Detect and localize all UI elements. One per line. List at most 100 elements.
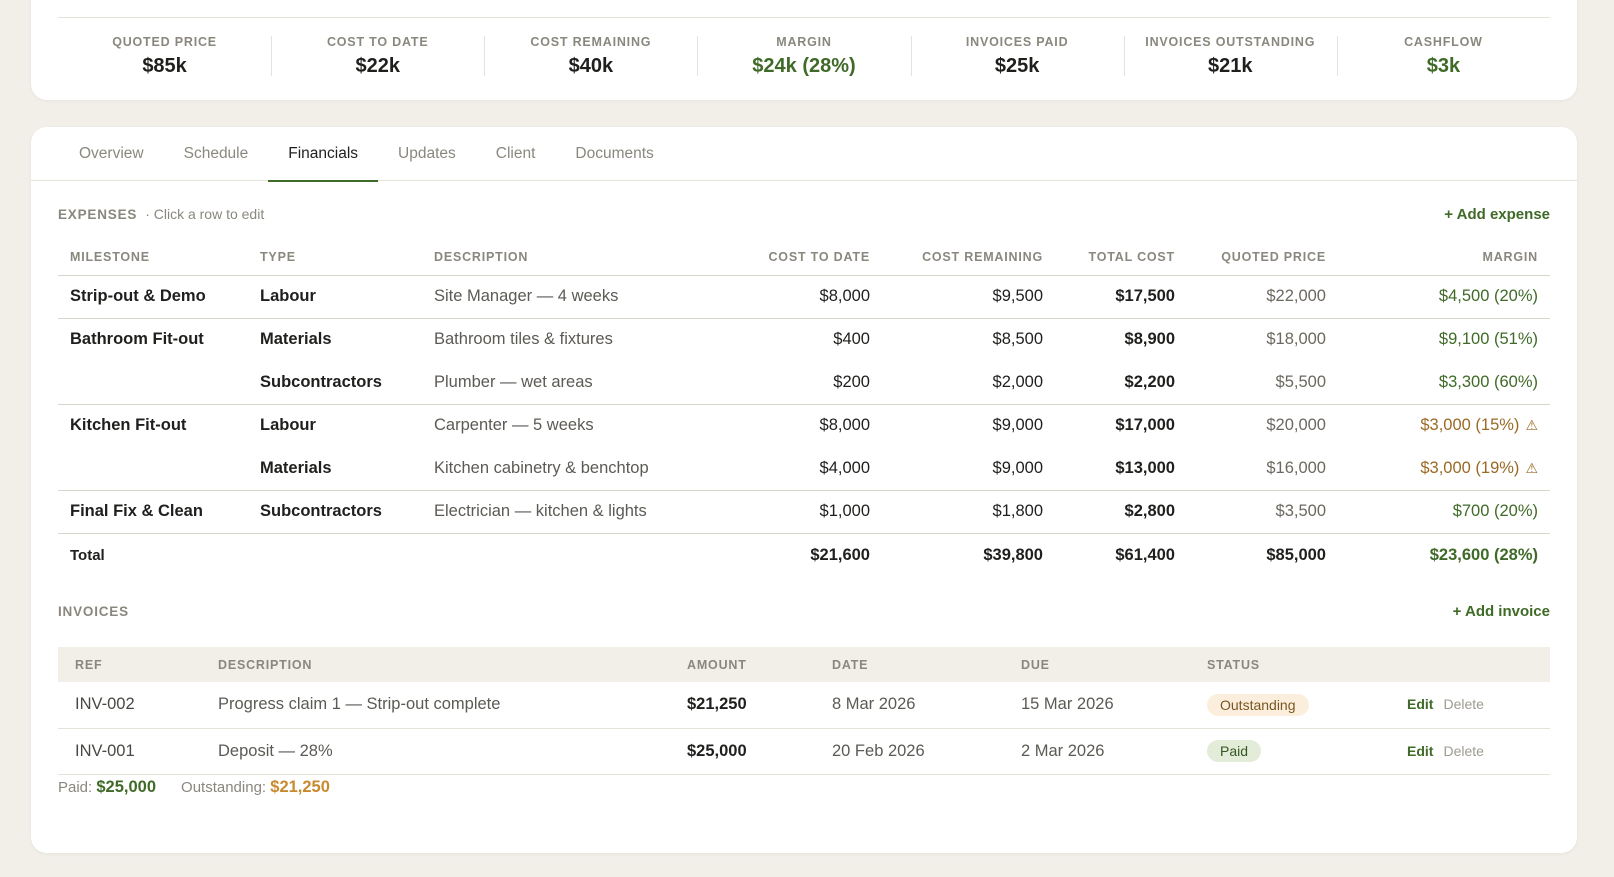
paid-label: Paid: bbox=[58, 779, 93, 796]
total-cost-to-date: $21,600 bbox=[722, 532, 882, 578]
invoice-actions: Edit Delete bbox=[1390, 682, 1550, 729]
tab-schedule[interactable]: Schedule bbox=[183, 145, 249, 162]
tab-documents[interactable]: Documents bbox=[575, 145, 654, 162]
delete-invoice-button[interactable]: Delete bbox=[1443, 742, 1484, 759]
expense-total-cost: $17,500 bbox=[1055, 274, 1187, 318]
expense-cost-to-date: $400 bbox=[722, 317, 882, 361]
col-cost-remaining: COST REMAINING bbox=[882, 239, 1055, 276]
expense-row[interactable]: Materials Kitchen cabinetry & benchtop $4,… bbox=[58, 447, 1550, 490]
expense-total-cost: $2,800 bbox=[1055, 489, 1187, 533]
expense-milestone: Kitchen Fit-out bbox=[58, 403, 248, 447]
expense-total-cost: $8,900 bbox=[1055, 317, 1187, 361]
stat-label: COST REMAINING bbox=[530, 35, 652, 49]
total-quoted-price: $85,000 bbox=[1187, 532, 1338, 578]
col-quoted-price: QUOTED PRICE bbox=[1187, 239, 1338, 276]
expense-total-cost: $13,000 bbox=[1115, 458, 1175, 477]
expense-row[interactable]: Strip-out & Demo Labour Site Manager — 4 w… bbox=[58, 274, 1550, 318]
invoice-status: Outstanding bbox=[1190, 682, 1390, 729]
stat-label: COST TO DATE bbox=[326, 35, 429, 49]
invoice-ref: INV-002 bbox=[58, 682, 201, 729]
expense-milestone bbox=[58, 361, 248, 404]
col-type: TYPE bbox=[248, 239, 422, 276]
margin-value: $3,300 (60%) bbox=[1438, 372, 1538, 391]
total-cost-remaining: $39,800 bbox=[882, 532, 1055, 578]
stat-cost-remaining: COST REMAINING $40k bbox=[484, 34, 697, 78]
invoice-description: Progress claim 1 — Strip-out complete bbox=[201, 682, 670, 729]
expense-type: Labour bbox=[248, 403, 422, 447]
expense-margin: $4,500 (20%) bbox=[1338, 274, 1550, 318]
expense-row[interactable]: Subcontractors Plumber — wet areas $200 $2,… bbox=[58, 361, 1550, 404]
total-margin: $23,600 (28%) bbox=[1338, 532, 1550, 578]
expense-row[interactable]: Kitchen Fit-out Labour Carpenter — 5 weeks… bbox=[58, 403, 1550, 447]
paid-total: $25,000 bbox=[96, 778, 157, 796]
edit-invoice-button[interactable]: Edit bbox=[1407, 742, 1434, 759]
expense-milestone: Strip-out & Demo bbox=[58, 274, 248, 318]
delete-invoice-button[interactable]: Delete bbox=[1443, 696, 1484, 713]
add-invoice-button[interactable]: + Add invoice bbox=[1452, 602, 1550, 620]
outstanding-total: $21,250 bbox=[270, 778, 330, 796]
edit-invoice-button[interactable]: Edit bbox=[1407, 696, 1434, 713]
expense-margin: $9,100 (51%) bbox=[1338, 317, 1550, 361]
expenses-header: EXPENSES · Click a row to edit + Add exp… bbox=[58, 204, 1550, 224]
stat-value: $40k bbox=[568, 55, 614, 77]
expenses-table: MILESTONE TYPE DESCRIPTION COST TO DATE … bbox=[58, 239, 1550, 578]
stat-value: $3k bbox=[1426, 55, 1461, 77]
col-ref: REF bbox=[58, 647, 201, 682]
invoice-date: 8 Mar 2026 bbox=[815, 682, 1004, 729]
expense-cost-remaining: $9,000 bbox=[992, 458, 1043, 477]
expense-cost-to-date: $1,000 bbox=[722, 489, 882, 533]
col-total-cost: TOTAL COST bbox=[1055, 239, 1187, 276]
col-margin: MARGIN bbox=[1338, 239, 1550, 276]
col-milestone: MILESTONE bbox=[58, 239, 248, 276]
invoice-due: 2 Mar 2026 bbox=[1004, 728, 1190, 775]
summary-divider bbox=[58, 17, 1550, 18]
status-badge: Outstanding bbox=[1207, 693, 1309, 716]
expense-milestone: Final Fix & Clean bbox=[58, 489, 248, 533]
tab-client[interactable]: Client bbox=[495, 145, 536, 162]
stat-value: $24k (28%) bbox=[752, 55, 856, 77]
col-due: DUE bbox=[1004, 647, 1190, 682]
stat-cashflow: CASHFLOW $3k bbox=[1336, 34, 1550, 78]
invoice-due: 15 Mar 2026 bbox=[1004, 682, 1190, 729]
expense-quoted-price: $20,000 bbox=[1187, 403, 1338, 447]
tab-financials[interactable]: Financials bbox=[268, 127, 378, 182]
summary-card: QUOTED PRICE $85k COST TO DATE $22k COST REM… bbox=[31, 0, 1577, 100]
expenses-total-row: Total $21,600 $39,800 $61,400 $85,000 $2… bbox=[58, 532, 1550, 578]
invoice-date: 20 Feb 2026 bbox=[815, 728, 1004, 775]
expenses-title: EXPENSES bbox=[58, 206, 138, 222]
col-inv-description: DESCRIPTION bbox=[201, 647, 670, 682]
status-badge: Paid bbox=[1207, 740, 1262, 762]
stat-label: INVOICES PAID bbox=[965, 35, 1069, 49]
expense-cost-remaining: $9,500 bbox=[882, 274, 1055, 318]
tab-overview[interactable]: Overview bbox=[79, 145, 144, 162]
financials-card: Overview Schedule Financials Updates Client D… bbox=[31, 127, 1577, 853]
margin-value: $9,100 (51%) bbox=[1438, 330, 1538, 349]
stat-label: MARGIN bbox=[776, 35, 832, 49]
expense-margin: $3,300 (60%) bbox=[1338, 361, 1550, 404]
expense-cost-remaining: $1,800 bbox=[882, 489, 1055, 533]
invoice-status: Paid bbox=[1190, 728, 1390, 775]
expenses-hint: · Click a row to edit bbox=[145, 206, 265, 222]
expense-cost-remaining: $9,000 bbox=[882, 403, 1055, 447]
invoices-header: INVOICES + Add invoice bbox=[58, 601, 1550, 621]
invoice-summary: Paid: $25,000 Outstanding: $21,250 bbox=[58, 778, 330, 797]
expense-cost-remaining: $2,000 bbox=[992, 372, 1043, 391]
expense-margin: $3,000 (19%) ⚠ bbox=[1338, 447, 1550, 490]
expense-type: Subcontractors bbox=[260, 372, 382, 391]
invoices-header-row: REF DESCRIPTION AMOUNT DATE DUE STATUS bbox=[58, 647, 1550, 682]
tab-updates[interactable]: Updates bbox=[398, 145, 456, 162]
expense-description: Electrician — kitchen & lights bbox=[422, 489, 722, 533]
add-expense-button[interactable]: + Add expense bbox=[1444, 205, 1550, 223]
expense-row[interactable]: Bathroom Fit-out Materials Bathroom tiles … bbox=[58, 317, 1550, 361]
expense-quoted-price: $5,500 bbox=[1275, 372, 1326, 391]
expense-row[interactable]: Final Fix & Clean Subcontractors Electrici… bbox=[58, 489, 1550, 533]
invoice-amount: $21,250 bbox=[670, 682, 815, 729]
col-description: DESCRIPTION bbox=[422, 239, 722, 276]
expense-cost-remaining: $8,500 bbox=[882, 317, 1055, 361]
expense-description: Carpenter — 5 weeks bbox=[422, 403, 722, 447]
stat-cost-to-date: COST TO DATE $22k bbox=[271, 34, 484, 78]
stat-label: QUOTED PRICE bbox=[112, 35, 217, 49]
expense-cost-to-date: $8,000 bbox=[722, 274, 882, 318]
stat-value: $85k bbox=[142, 55, 187, 77]
col-status: STATUS bbox=[1190, 647, 1390, 682]
